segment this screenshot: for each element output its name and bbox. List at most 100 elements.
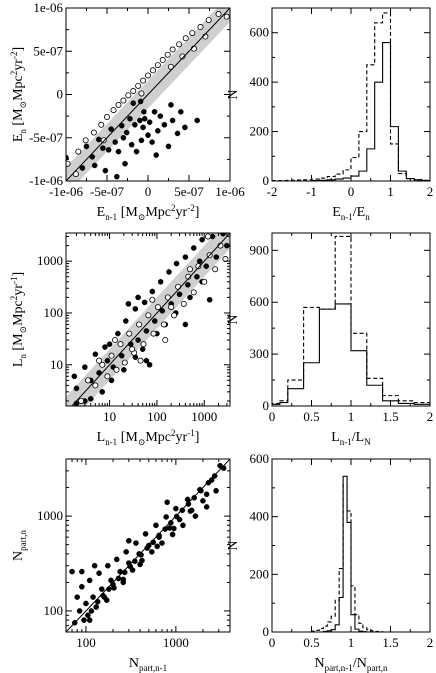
- x-tick-label: 2: [427, 635, 434, 650]
- scatter-point: [123, 129, 130, 136]
- scatter-point: [100, 592, 106, 599]
- panel-angmom-hist: 0 0.5 1 1.5 2 0 300 600 900 Ln-1/LN N: [226, 232, 433, 447]
- x-tick-label: 1e-06: [215, 184, 245, 199]
- scatter-point: [153, 522, 159, 529]
- plot-frame: [65, 458, 231, 633]
- x-tick-label: 5e-07: [174, 184, 204, 199]
- scatter-point: [99, 389, 106, 395]
- panel-energy-scatter: -1e-06 -5e-07 0 5e-07 1e-06 -1e-06 -5e-07 0 5e-0…: [9, 0, 245, 222]
- scatter-point: [194, 273, 200, 280]
- scatter-point-open: [197, 24, 204, 31]
- scatter-point: [135, 294, 141, 301]
- scatter-point-open: [164, 294, 171, 301]
- scatter-point: [139, 346, 146, 352]
- scatter-point-open: [160, 321, 167, 328]
- x-tick-label: -2: [267, 184, 278, 199]
- scatter-point: [136, 117, 143, 124]
- y-tick-label: 0: [263, 173, 270, 188]
- scatter-point: [185, 501, 192, 507]
- scatter-point: [91, 562, 98, 569]
- scatter-point: [102, 167, 109, 174]
- scatter-point-open: [140, 77, 147, 84]
- scatter-point: [141, 115, 148, 122]
- x-tick-label: 1000: [191, 409, 217, 424]
- scatter-point: [79, 165, 86, 171]
- scatter-point: [103, 597, 110, 603]
- scatter-point: [149, 288, 156, 295]
- scatter-point: [118, 352, 125, 359]
- scatter-point: [81, 617, 87, 623]
- histogram-dashed: [272, 235, 430, 406]
- scatter-point: [198, 487, 204, 494]
- scatter-point: [123, 549, 129, 555]
- scatter-point-open: [100, 137, 107, 144]
- scatter-point-open: [162, 337, 169, 344]
- plot-frame: [65, 232, 231, 407]
- scatter-point: [143, 328, 150, 334]
- x-tick-label: 100: [147, 409, 167, 424]
- panel-npart-scatter: 100 1000 100 1000 Npart,n-1 Npart,n: [11, 458, 231, 673]
- x-axis-label: Npart,n-1: [129, 656, 167, 673]
- x-tick-label: 1.5: [382, 635, 398, 650]
- scatter-point: [220, 233, 226, 237]
- scatter-point: [130, 100, 137, 106]
- plot-area: [272, 235, 430, 406]
- scatter-point: [174, 130, 181, 137]
- y-tick-label: 100: [44, 603, 64, 618]
- scatter-point-open: [75, 148, 82, 155]
- scatter-point-open: [175, 283, 182, 290]
- scatter-point-open: [201, 278, 208, 285]
- scatter-point: [96, 570, 102, 577]
- scatter-point: [74, 594, 81, 600]
- scatter-point: [163, 514, 169, 520]
- scatter-point: [185, 281, 191, 288]
- scatter-point: [173, 505, 179, 512]
- scatter-point: [141, 109, 147, 115]
- y-tick-label: 600: [250, 25, 270, 40]
- scatter-point: [182, 124, 188, 131]
- scatter-point: [171, 525, 177, 532]
- scatter-point-open: [135, 82, 142, 89]
- scatter-point-open: [150, 330, 157, 337]
- scatter-point: [133, 540, 139, 546]
- scatter-point-open: [140, 341, 147, 348]
- y-tick-label: 300: [250, 346, 270, 361]
- scatter-point: [132, 121, 138, 128]
- scatter-point: [115, 148, 122, 155]
- scatter-point: [161, 121, 168, 128]
- scatter-point: [205, 479, 212, 486]
- scatter-point-open: [78, 397, 85, 404]
- scatter-point-open: [104, 113, 111, 120]
- scatter-point: [91, 162, 98, 169]
- scatter-point: [173, 260, 180, 267]
- scatter-point: [132, 558, 138, 564]
- scatter-point: [199, 236, 205, 243]
- scatter-point: [166, 269, 172, 275]
- scatter-point: [143, 357, 150, 364]
- scatter-point: [151, 109, 158, 115]
- histogram-dashed: [310, 484, 384, 632]
- x-tick-label: 0: [348, 184, 355, 199]
- scatter-point: [192, 513, 199, 519]
- y-tick-label: 400: [250, 509, 270, 524]
- scatter-point-open: [212, 266, 219, 273]
- y-tick-label: 900: [250, 242, 270, 257]
- scatter-point-open: [85, 377, 92, 384]
- y-tick-label: 400: [250, 74, 270, 89]
- scatter-point: [115, 330, 121, 337]
- scatter-point: [173, 513, 180, 520]
- scatter-point: [156, 532, 162, 539]
- scatter-point: [146, 361, 153, 368]
- scatter-point: [168, 102, 174, 108]
- scatter-point: [100, 145, 106, 151]
- scatter-point-open: [92, 382, 99, 389]
- scatter-point: [79, 568, 85, 575]
- scatter-point: [159, 308, 166, 314]
- scatter-point-open: [171, 312, 178, 319]
- scatter-point: [194, 117, 200, 124]
- scatter-point: [196, 258, 203, 264]
- x-tick-label: 0: [269, 409, 276, 424]
- y-tick-label: -5e-07: [29, 130, 63, 145]
- scatter-point: [114, 173, 120, 180]
- y-tick-label: 1e-06: [33, 0, 63, 15]
